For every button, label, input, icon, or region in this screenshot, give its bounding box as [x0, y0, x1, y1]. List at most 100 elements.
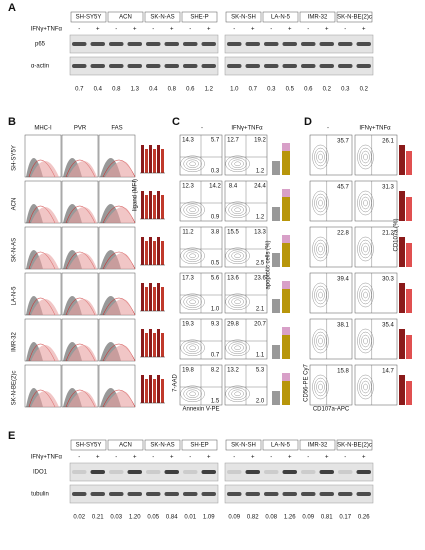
treatment-sign: -	[115, 455, 117, 461]
contour	[312, 144, 329, 170]
contour	[231, 251, 244, 261]
quadrant-value: 0.5	[211, 261, 220, 267]
mfi-bar	[153, 287, 156, 311]
contour	[318, 383, 323, 391]
apoptosis-bar	[282, 189, 290, 197]
band	[319, 64, 334, 68]
cell-line-label: SHE-P	[190, 15, 208, 21]
gate-value: 21.2	[382, 231, 394, 237]
gate-value: 15.8	[337, 369, 349, 375]
cd107a-bar	[406, 289, 412, 313]
gate-value: 31.3	[382, 185, 394, 191]
quadrant-value: 23.6	[254, 276, 266, 282]
flow-plot	[309, 272, 353, 314]
band	[164, 42, 179, 46]
cd107a-bar	[406, 381, 412, 405]
histogram-treated	[31, 161, 59, 177]
treatment-sign: -	[152, 27, 154, 33]
ratio-label: 0.09	[228, 515, 240, 521]
quadrant-value: 1.2	[256, 169, 265, 175]
contour	[312, 374, 329, 400]
contour	[234, 391, 241, 396]
band	[338, 42, 353, 46]
cd107a-bar	[406, 197, 412, 221]
band	[72, 64, 87, 68]
ratio-label: 0.7	[75, 87, 84, 93]
ratio-label: 0.02	[73, 515, 85, 521]
cell-line-label: SK-N-SH	[231, 443, 256, 449]
contour	[186, 343, 199, 352]
mfi-bar	[149, 375, 152, 403]
cell-line-box	[181, 439, 218, 451]
mfi-bar	[149, 329, 152, 357]
contour	[186, 159, 199, 169]
apoptosis-bar	[282, 149, 290, 175]
quadrant-value: 19.2	[254, 138, 266, 144]
contour	[363, 245, 368, 253]
quadrant-value: 29.8	[227, 322, 239, 328]
contour	[318, 291, 323, 299]
flow-plot	[354, 364, 398, 406]
flow-plot	[309, 226, 353, 268]
x-axis-label: CD107a-APC	[313, 407, 350, 413]
cell-line-box	[336, 439, 373, 451]
apoptosis-bar	[272, 299, 280, 313]
cell-line-box	[144, 11, 181, 23]
contour	[228, 295, 247, 308]
band	[319, 470, 334, 474]
quadrant-value: 15.5	[227, 230, 239, 236]
cd107a-bar	[406, 335, 412, 359]
quadrant-value: 8.2	[211, 368, 220, 374]
contour	[314, 147, 327, 167]
contour	[357, 374, 374, 400]
contour	[231, 343, 244, 352]
contour	[231, 389, 244, 398]
mfi-bar	[157, 145, 160, 173]
band	[201, 470, 216, 474]
contour	[228, 203, 247, 217]
cell-line-label: SH-SY5Y	[76, 443, 102, 449]
quadrant-value: 0.7	[211, 353, 220, 359]
contour	[359, 285, 372, 305]
cell-line-label: SK-N-AS	[150, 443, 174, 449]
blot	[69, 462, 219, 482]
contour	[231, 205, 244, 215]
treatment-sign: -	[115, 27, 117, 33]
mfi-bar	[161, 195, 164, 219]
apoptosis-bar	[272, 253, 280, 267]
band	[356, 470, 371, 474]
cell-line-label: SH-SY5Y	[12, 145, 18, 171]
cell-line-box	[225, 11, 262, 23]
contour	[318, 153, 323, 161]
treatment-sign: -	[233, 455, 235, 461]
contour	[225, 293, 250, 310]
flow-plot	[354, 134, 398, 176]
mfi-bar	[161, 379, 164, 403]
contour	[316, 242, 325, 256]
column-label: PVR	[74, 126, 87, 132]
treatment-sign: -	[189, 27, 191, 33]
ratio-label: 1.26	[284, 515, 296, 521]
mfi-bar	[161, 287, 164, 311]
band	[319, 42, 334, 46]
blot-label: tubulin	[31, 492, 49, 498]
quadrant-value: 5.7	[211, 138, 220, 144]
band	[301, 42, 316, 46]
cell-line-label: IMR-32	[12, 332, 18, 352]
treatment-label: IFNγ+TNFα	[31, 27, 63, 33]
blot	[69, 484, 219, 504]
band	[183, 470, 198, 474]
band	[201, 42, 216, 46]
contour	[312, 282, 329, 308]
blot	[224, 462, 374, 482]
treatment-sign: -	[344, 455, 346, 461]
treatment-sign: -	[189, 455, 191, 461]
column-label: FAS	[111, 126, 122, 132]
cell-line-label: LA-N-5	[271, 443, 291, 449]
bar-axis-label: apoptotic cells (%)	[266, 240, 272, 289]
mfi-bar	[145, 195, 148, 219]
treatment-sign: +	[325, 27, 329, 33]
ratio-label: 0.3	[267, 87, 276, 93]
ratio-label: 0.21	[92, 515, 104, 521]
ratio-label: 0.84	[166, 515, 178, 521]
